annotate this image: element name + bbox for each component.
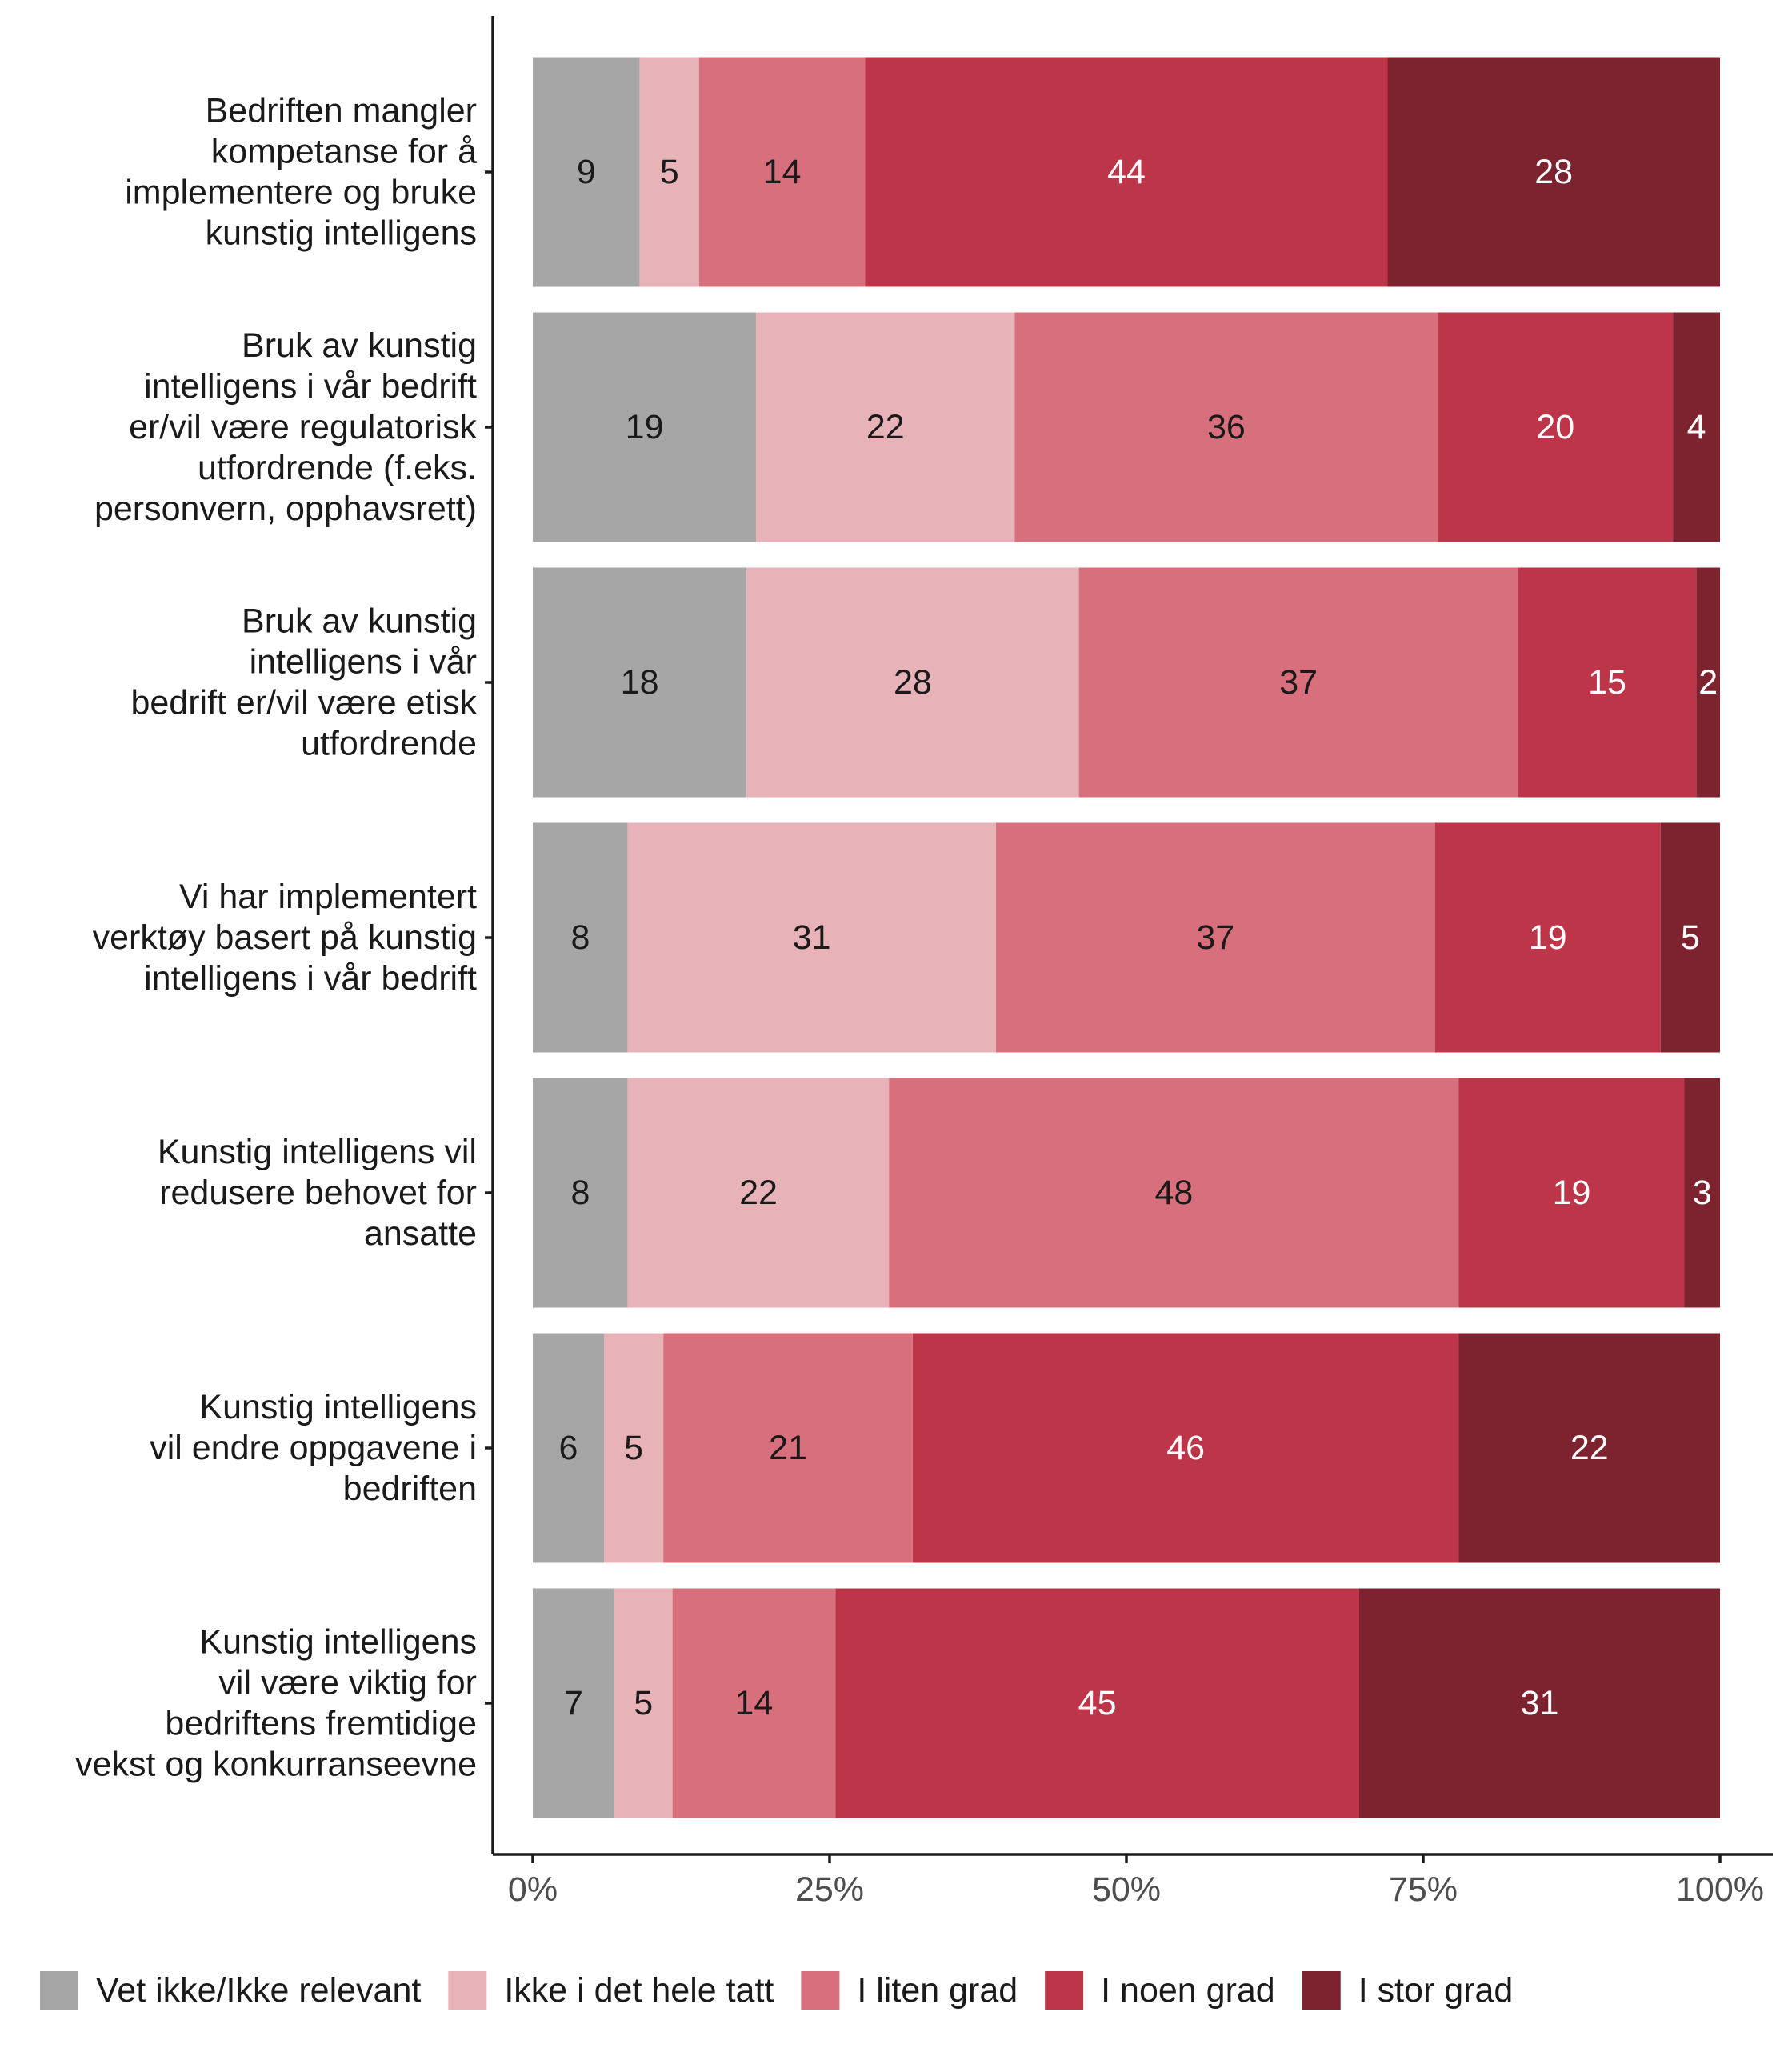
category-label: Kunstig intelligens vil redusere behovet …: [158, 1133, 477, 1253]
bar-segment: [698, 57, 866, 287]
category-label: Bedriften mangler kompetanse for å impleme…: [125, 92, 477, 253]
bar-segment: [889, 1078, 1459, 1308]
data-label: 2: [1698, 663, 1718, 702]
x-tick-label: 100%: [1676, 1870, 1764, 1909]
bar-segment: [1518, 567, 1697, 798]
data-label: 48: [1154, 1174, 1193, 1212]
bars-layer: [533, 57, 1720, 1818]
data-label: 19: [1529, 918, 1567, 957]
bar-segment: [1434, 822, 1661, 1053]
x-tick-label: 75%: [1389, 1870, 1458, 1909]
data-label: 7: [564, 1684, 583, 1722]
legend-swatch: [448, 1971, 487, 2010]
data-label: 37: [1196, 918, 1234, 957]
data-label: 14: [734, 1684, 773, 1722]
legend-label: Ikke i det hele tatt: [504, 1971, 774, 2010]
legend-label: I liten grad: [857, 1971, 1018, 2010]
data-label: 8: [570, 1174, 590, 1212]
category-label: Kunstig intelligens vil være viktig for be…: [75, 1623, 477, 1784]
data-label: 22: [866, 408, 905, 446]
data-label: 22: [739, 1174, 778, 1212]
data-label: 46: [1166, 1429, 1205, 1467]
bar-segment: [533, 312, 757, 542]
bar-segment: [533, 57, 640, 287]
data-label: 31: [1521, 1684, 1559, 1722]
bar-segment: [912, 1333, 1459, 1563]
bar-segment: [627, 822, 996, 1053]
x-tick-label: 25%: [795, 1870, 864, 1909]
bar-segment: [533, 1588, 614, 1818]
data-label: 5: [1681, 918, 1700, 957]
bar-segment: [533, 1078, 628, 1308]
data-label: 37: [1279, 663, 1318, 702]
bar-segment: [1684, 1078, 1720, 1308]
bar-segment: [746, 567, 1079, 798]
data-label: 4: [1687, 408, 1706, 446]
legend-label: Vet ikke/Ikke relevant: [96, 1971, 421, 2010]
bar-segment: [1078, 567, 1518, 798]
legend-swatch: [801, 1971, 840, 2010]
bar-segment: [614, 1588, 673, 1818]
category-label: Vi har implementert verktøy basert på kun…: [93, 878, 477, 998]
legend-label: I noen grad: [1101, 1971, 1275, 2010]
category-label: Bruk av kunstig intelligens i vår bedrift …: [130, 602, 477, 763]
bar-segment: [1014, 312, 1438, 542]
bar-segment: [1458, 1333, 1720, 1563]
legend-swatch: [1045, 1971, 1084, 2010]
bar-segment: [627, 1078, 890, 1308]
bar-segment: [639, 57, 699, 287]
data-label: 21: [769, 1429, 807, 1467]
data-label: 19: [1553, 1174, 1591, 1212]
legend: Vet ikke/Ikke relevant Ikke i det hele ta…: [40, 1971, 1513, 2010]
data-label: 19: [626, 408, 664, 446]
bar-segment: [1660, 822, 1720, 1053]
bar-segment: [663, 1333, 913, 1563]
bar-segment: [835, 1588, 1359, 1818]
data-label: 44: [1107, 153, 1146, 191]
data-label: 20: [1536, 408, 1574, 446]
bar-segment: [1673, 312, 1720, 542]
bar-segment: [1696, 567, 1720, 798]
bar-segment: [533, 1333, 604, 1563]
data-label: 9: [577, 153, 596, 191]
x-tick-label: 50%: [1092, 1870, 1161, 1909]
data-label: 8: [570, 918, 590, 957]
data-label: 3: [1693, 1174, 1712, 1212]
data-label: 5: [624, 1429, 643, 1467]
bar-segment: [1458, 1078, 1685, 1308]
bar-segment: [533, 567, 747, 798]
data-label: 28: [894, 663, 932, 702]
legend-label: I stor grad: [1358, 1971, 1514, 2010]
data-label: 18: [621, 663, 659, 702]
legend-swatch: [1302, 1971, 1341, 2010]
bar-segment: [865, 57, 1388, 287]
bar-segment: [1438, 312, 1674, 542]
data-label: 22: [1570, 1429, 1609, 1467]
data-label: 45: [1078, 1684, 1117, 1722]
category-label: Bruk av kunstig intelligens i vår bedrift…: [94, 326, 478, 528]
data-label: 6: [559, 1429, 578, 1467]
category-label: Kunstig intelligens vil endre oppgavene i…: [150, 1388, 477, 1508]
data-label: 15: [1588, 663, 1626, 702]
bar-segment: [672, 1588, 836, 1818]
bar-segment: [1387, 57, 1720, 287]
data-label: 5: [634, 1684, 653, 1722]
legend-swatch: [40, 1971, 78, 2010]
bar-segment: [995, 822, 1435, 1053]
data-label: 5: [660, 153, 679, 191]
category-labels-layer: Bedriften mangler kompetanse for å impleme…: [75, 92, 477, 1784]
data-label: 28: [1534, 153, 1573, 191]
bar-segment: [533, 822, 628, 1053]
data-label: 31: [793, 918, 831, 957]
bar-segment: [1359, 1588, 1720, 1818]
bar-segment: [604, 1333, 664, 1563]
data-label: 36: [1207, 408, 1246, 446]
data-label: 14: [763, 153, 802, 191]
x-tick-label: 0%: [508, 1870, 558, 1909]
bar-segment: [756, 312, 1015, 542]
axes-layer: 0% 25% 50% 75% 100%: [485, 16, 1773, 1909]
